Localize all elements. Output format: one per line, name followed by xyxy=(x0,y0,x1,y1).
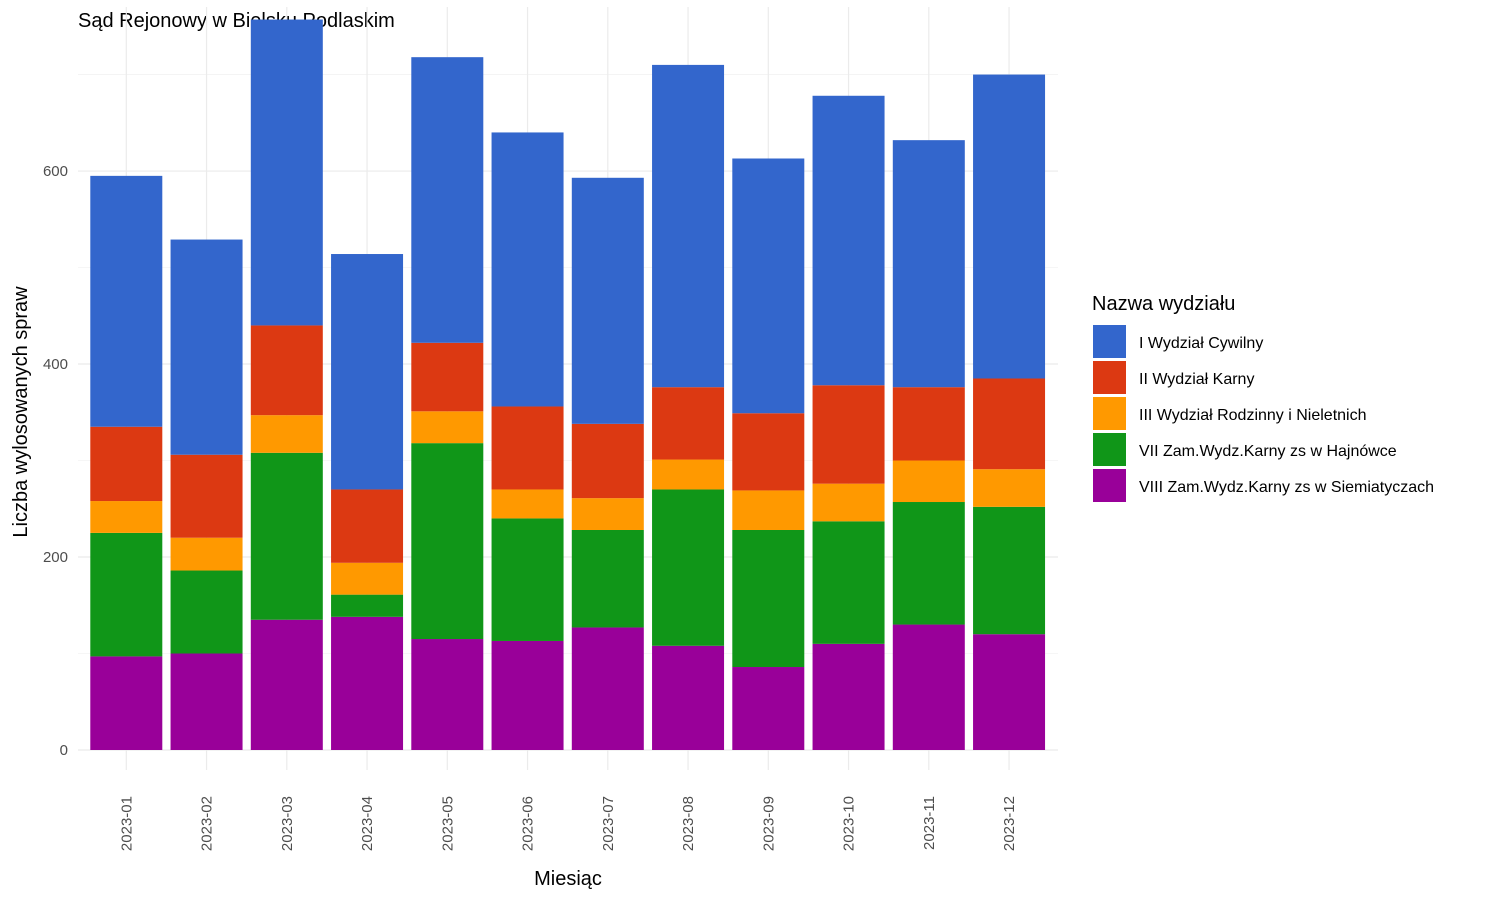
bar-segment xyxy=(732,490,805,530)
y-tick-label: 200 xyxy=(43,549,68,566)
x-tick-label: 2023-05 xyxy=(439,796,456,851)
bar-segment xyxy=(250,325,323,416)
x-tick-label: 2023-12 xyxy=(1001,796,1018,851)
bar-segment xyxy=(892,460,965,503)
x-tick-label: 2023-08 xyxy=(680,796,697,851)
bar-segment xyxy=(331,562,404,595)
legend-label: II Wydział Karny xyxy=(1139,371,1254,388)
bar-segment xyxy=(732,529,805,668)
bar-segment xyxy=(812,521,885,644)
y-axis-title: Liczba wylosowanych spraw xyxy=(10,286,32,538)
bar-segment xyxy=(170,570,243,654)
bar-segment xyxy=(892,624,965,750)
bar-segment xyxy=(491,489,564,519)
y-tick-label: 0 xyxy=(60,742,68,759)
x-tick-label: 2023-03 xyxy=(279,796,296,851)
bar-segment xyxy=(652,64,725,388)
bar-segment xyxy=(250,452,323,620)
bar-segment xyxy=(491,406,564,490)
x-tick-label: 2023-11 xyxy=(921,796,938,850)
bar-segment xyxy=(491,640,564,750)
legend-title: Nazwa wydziału xyxy=(1092,293,1235,315)
x-tick-label: 2023-07 xyxy=(600,796,617,851)
bar-segment xyxy=(973,469,1046,507)
legend-label: III Wydział Rodzinny i Nieletnich xyxy=(1139,407,1367,424)
bar-segment xyxy=(331,489,404,563)
legend-swatch xyxy=(1093,361,1126,394)
x-tick-label: 2023-01 xyxy=(118,796,135,851)
legend-swatch xyxy=(1093,433,1126,466)
bar-segment xyxy=(90,656,163,750)
bar-segment xyxy=(90,175,163,427)
bar-segment xyxy=(812,95,885,386)
bar-segment xyxy=(491,518,564,641)
bar-segment xyxy=(812,643,885,750)
bar-segment xyxy=(250,19,323,326)
legend-label: VIII Zam.Wydz.Karny zs w Siemiatyczach xyxy=(1139,479,1434,496)
bar-segment xyxy=(170,537,243,571)
bar-segment xyxy=(571,529,644,628)
legend-swatch xyxy=(1093,325,1126,358)
y-tick-label: 400 xyxy=(43,356,68,373)
bar-segment xyxy=(250,619,323,750)
bar-segment xyxy=(812,483,885,522)
bar-segment xyxy=(250,415,323,453)
bar-segment xyxy=(90,426,163,502)
x-tick-label: 2023-10 xyxy=(841,796,858,851)
x-axis-ticks: 2023-01 2023-02 2023-03 2023-04 2023-05 2023-… xyxy=(118,796,1018,851)
bar-segment xyxy=(571,177,644,424)
bar-segment xyxy=(411,443,484,640)
bar-segment xyxy=(652,459,725,490)
x-tick-label: 2023-06 xyxy=(520,796,537,851)
x-tick-label: 2023-02 xyxy=(199,796,216,851)
bar-segment xyxy=(170,653,243,750)
bar-segment xyxy=(812,385,885,484)
bar-segment xyxy=(973,378,1046,470)
bar-segment xyxy=(170,454,243,538)
bar-segment xyxy=(732,413,805,491)
x-tick-label: 2023-04 xyxy=(359,796,376,851)
bar-segment xyxy=(732,667,805,750)
bar-segment xyxy=(652,489,725,646)
bar-segment xyxy=(571,498,644,530)
chart-title: Sąd Rejonowy w Bielsku Podlaskim xyxy=(78,10,395,32)
legend-label: VII Zam.Wydz.Karny zs w Hajnówce xyxy=(1139,443,1397,460)
bar-segment xyxy=(411,342,484,412)
bar-segment xyxy=(892,502,965,625)
bar-segment xyxy=(331,254,404,490)
bar-segment xyxy=(331,616,404,750)
bar-segment xyxy=(571,423,644,499)
legend-label: I Wydział Cywilny xyxy=(1139,335,1263,352)
bar-segment xyxy=(170,239,243,455)
legend-swatch xyxy=(1093,397,1126,430)
legend-swatch xyxy=(1093,469,1126,502)
bar-segment xyxy=(411,639,484,750)
bar-segment xyxy=(90,532,163,657)
bar-segment xyxy=(411,411,484,444)
bar-segment xyxy=(973,74,1046,379)
bar-segment xyxy=(411,57,484,343)
bar-segment xyxy=(491,132,564,407)
bar-segment xyxy=(973,634,1046,750)
bar-segment xyxy=(571,627,644,750)
y-axis-ticks: 0 200 400 600 xyxy=(43,163,68,759)
bar-segment xyxy=(652,645,725,750)
bar-segment xyxy=(732,158,805,414)
y-tick-label: 600 xyxy=(43,163,68,180)
bar-segment xyxy=(331,594,404,617)
bar-segment xyxy=(892,140,965,388)
bar-segment xyxy=(90,501,163,533)
bar-segment xyxy=(652,387,725,460)
legend: Nazwa wydziału I Wydział Cywilny II Wydzi… xyxy=(1092,293,1434,502)
bar-segment xyxy=(973,506,1046,635)
bar-segment xyxy=(892,387,965,461)
x-tick-label: 2023-09 xyxy=(760,796,777,851)
bars xyxy=(90,19,1046,750)
x-axis-title: Miesiąc xyxy=(534,868,602,890)
